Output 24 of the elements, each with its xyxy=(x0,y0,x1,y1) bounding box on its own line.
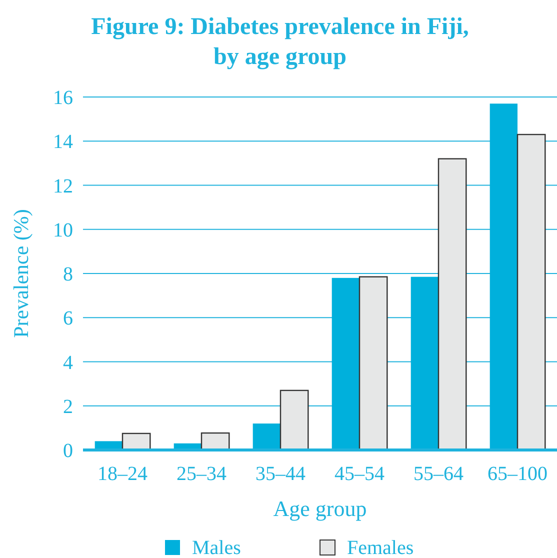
bar xyxy=(490,104,518,450)
y-tick-label: 0 xyxy=(63,440,73,462)
y-tick-label: 4 xyxy=(63,352,73,374)
y-tick-label: 16 xyxy=(53,87,73,109)
y-tick-label: 10 xyxy=(53,219,73,242)
x-tick-label: 55–64 xyxy=(414,463,464,485)
x-tick-label: 25–34 xyxy=(176,463,226,485)
y-axis-title: Prevalence (%) xyxy=(9,209,33,338)
y-tick-label: 2 xyxy=(63,396,73,418)
legend-label: Females xyxy=(347,537,414,558)
y-tick-label: 6 xyxy=(63,308,73,330)
y-tick-label: 14 xyxy=(53,131,73,154)
bar xyxy=(410,276,438,450)
x-tick-label: 18–24 xyxy=(98,463,148,485)
x-tick-label: 45–54 xyxy=(334,463,384,485)
chart-title: Figure 9: Diabetes prevalence in Fiji, by age group xyxy=(91,14,469,70)
bar xyxy=(332,278,360,450)
x-axis-title: Age group xyxy=(273,496,367,521)
x-tick-label: 65–100 xyxy=(488,463,548,485)
y-tick-label: 8 xyxy=(63,264,73,286)
y-tick-label: 12 xyxy=(53,175,73,198)
bar xyxy=(252,424,280,450)
legend-label: Males xyxy=(192,537,242,558)
x-tick-label: 35–44 xyxy=(256,463,306,485)
